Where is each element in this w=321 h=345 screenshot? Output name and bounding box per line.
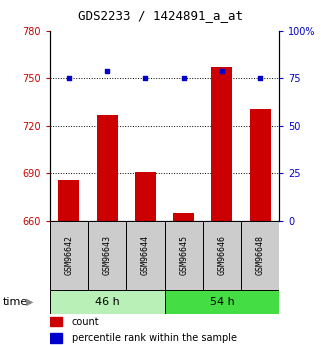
Text: GSM96648: GSM96648 <box>256 235 265 275</box>
Text: time: time <box>3 297 29 307</box>
Point <box>105 68 110 74</box>
Point <box>219 68 224 74</box>
Bar <box>135 172 156 221</box>
Point <box>181 76 186 81</box>
Bar <box>164 290 279 314</box>
Point <box>143 76 148 81</box>
Bar <box>97 115 118 221</box>
Bar <box>50 290 164 314</box>
Text: GDS2233 / 1424891_a_at: GDS2233 / 1424891_a_at <box>78 9 243 22</box>
Text: GSM96644: GSM96644 <box>141 235 150 275</box>
Bar <box>250 109 271 221</box>
Bar <box>58 180 79 221</box>
Text: ▶: ▶ <box>26 297 34 307</box>
Point <box>66 76 72 81</box>
Bar <box>50 333 62 343</box>
Bar <box>126 221 164 290</box>
Bar <box>203 221 241 290</box>
Bar <box>88 221 126 290</box>
Bar <box>211 67 232 221</box>
Text: 46 h: 46 h <box>95 297 119 307</box>
Text: count: count <box>72 317 99 327</box>
Text: GSM96646: GSM96646 <box>217 235 226 275</box>
Text: percentile rank within the sample: percentile rank within the sample <box>72 333 237 343</box>
Bar <box>50 221 88 290</box>
Text: GSM96642: GSM96642 <box>65 235 74 275</box>
Text: GSM96645: GSM96645 <box>179 235 188 275</box>
Bar <box>241 221 279 290</box>
Bar <box>164 221 203 290</box>
Text: GSM96643: GSM96643 <box>103 235 112 275</box>
Bar <box>173 213 194 221</box>
Bar <box>50 317 62 326</box>
Point <box>257 76 263 81</box>
Text: 54 h: 54 h <box>210 297 234 307</box>
